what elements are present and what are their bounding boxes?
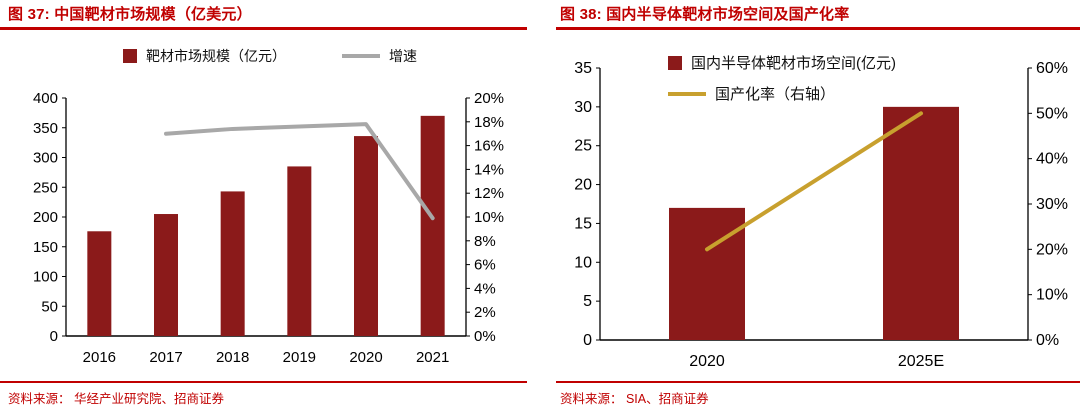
right-axis-label: 8% xyxy=(474,233,496,250)
bar xyxy=(420,115,445,336)
left-axis-label: 100 xyxy=(33,269,58,286)
x-axis-label: 2017 xyxy=(149,349,182,366)
bar xyxy=(220,191,245,336)
figure-38-source: 资料来源： SIA、招商证券 xyxy=(560,392,709,406)
legend-item-line: 国产化率（右轴） xyxy=(668,83,835,104)
x-axis-label: 2016 xyxy=(83,349,116,366)
right-axis-label: 30% xyxy=(1036,196,1068,213)
right-axis-label: 12% xyxy=(474,185,504,202)
legend-label: 靶材市场规模（亿元） xyxy=(146,48,286,64)
figure-37-panel: 图 37: 中国靶材市场规模（亿美元） 靶材市场规模（亿元） 增速 0 50 100 1… xyxy=(0,6,540,406)
figure-37-title-underline xyxy=(0,27,527,30)
figure-38-title: 图 38: 国内半导体靶材市场空间及国产化率 xyxy=(560,6,850,23)
left-axis-label: 350 xyxy=(33,120,58,137)
x-axis-label: 2018 xyxy=(216,349,249,366)
right-axis-label: 2% xyxy=(474,304,496,321)
right-axis-label: 60% xyxy=(1036,60,1068,77)
legend-item-bar: 国内半导体靶材市场空间(亿元) xyxy=(668,52,896,73)
bar xyxy=(669,207,745,340)
right-axis-label: 0% xyxy=(1036,332,1059,349)
right-axis-label: 40% xyxy=(1036,151,1068,168)
left-axis-label: 300 xyxy=(33,150,58,167)
left-axis-label: 30 xyxy=(574,99,592,116)
right-axis-label: 10% xyxy=(1036,287,1068,304)
legend-square-swatch xyxy=(668,55,682,70)
x-axis-label: 2021 xyxy=(416,349,449,366)
right-axis-label: 4% xyxy=(474,280,496,297)
figure-38-legend: 国内半导体靶材市场空间(亿元) 国产化率（右轴） xyxy=(668,52,896,104)
left-axis-label: 0 xyxy=(50,328,58,345)
legend-item-bar: 靶材市场规模（亿元） xyxy=(123,46,286,66)
bar xyxy=(883,106,959,340)
figure-38-title-underline xyxy=(556,27,1080,30)
left-axis-label: 0 xyxy=(583,332,592,349)
left-axis-label: 25 xyxy=(574,138,592,155)
left-axis-label: 200 xyxy=(33,209,58,226)
figure-38-source-divider xyxy=(556,381,1080,383)
left-axis-label: 400 xyxy=(33,90,58,107)
line-series xyxy=(164,122,435,221)
right-axis-label: 20% xyxy=(474,90,504,107)
x-axis-label: 2025E xyxy=(898,353,944,370)
figure-37-source-divider xyxy=(0,381,527,383)
legend-square-swatch xyxy=(123,49,137,63)
right-axis-label: 50% xyxy=(1036,105,1068,122)
legend-label: 国产化率（右轴） xyxy=(715,86,836,103)
x-axis-label: 2020 xyxy=(349,349,382,366)
right-axis-label: 20% xyxy=(1036,241,1068,258)
bar xyxy=(154,214,178,336)
x-axis-label: 2019 xyxy=(283,349,316,366)
bar xyxy=(87,231,112,336)
left-axis-label: 35 xyxy=(574,60,592,77)
legend-label: 增速 xyxy=(389,48,417,64)
bar xyxy=(287,166,312,336)
figure-38-panel: 图 38: 国内半导体靶材市场空间及国产化率 国内半导体靶材市场空间(亿元) 国产… xyxy=(540,0,1080,409)
bar xyxy=(354,136,378,336)
figure-37-title: 图 37: 中国靶材市场规模（亿美元） xyxy=(8,6,252,23)
right-axis-label: 10% xyxy=(474,209,504,226)
right-axis-label: 18% xyxy=(474,114,504,131)
line-series xyxy=(705,111,923,252)
legend-label: 国内半导体靶材市场空间(亿元) xyxy=(691,55,896,72)
figure-38-chart: 0 5 10 15 20 25 30 35 0% 10% 20% 30% 40% 50% 60% 2020 20… xyxy=(574,60,1068,370)
x-axis-label: 2020 xyxy=(689,353,725,370)
left-axis-label: 250 xyxy=(33,179,58,196)
figure-37-chart: 0 50 100 150 200 250 300 350 400 0% 2% 4% 6% 8% 10% 12%… xyxy=(33,90,504,366)
right-axis-label: 6% xyxy=(474,257,496,274)
left-axis-label: 10 xyxy=(574,254,592,271)
left-axis-label: 150 xyxy=(33,239,58,256)
right-axis-label: 16% xyxy=(474,138,504,155)
figure-37-source: 资料来源： 华经产业研究院、招商证券 xyxy=(8,392,224,406)
legend-line-swatch xyxy=(668,91,706,96)
legend-line-swatch xyxy=(342,54,380,58)
left-axis-label: 15 xyxy=(574,215,592,232)
legend-item-line: 增速 xyxy=(342,46,417,66)
left-axis-label: 50 xyxy=(41,298,58,315)
figure-37-legend: 靶材市场规模（亿元） 增速 xyxy=(0,46,540,66)
right-axis-label: 14% xyxy=(474,161,504,178)
right-axis-label: 0% xyxy=(474,328,496,345)
left-axis-label: 5 xyxy=(583,293,592,310)
left-axis-label: 20 xyxy=(574,177,592,194)
